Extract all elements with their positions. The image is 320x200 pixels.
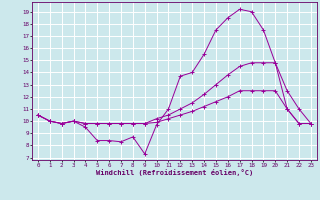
X-axis label: Windchill (Refroidissement éolien,°C): Windchill (Refroidissement éolien,°C) — [96, 169, 253, 176]
